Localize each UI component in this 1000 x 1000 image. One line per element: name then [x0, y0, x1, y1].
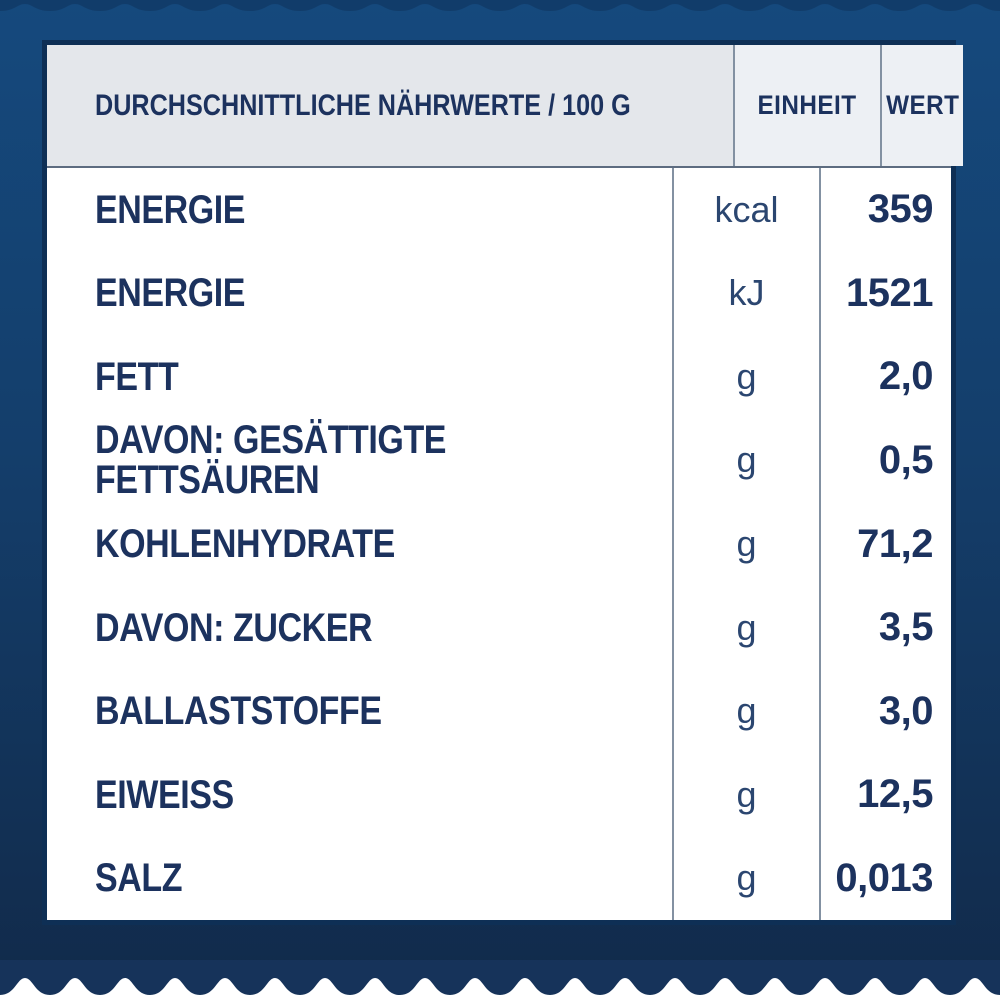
header-unit-label: EINHEIT	[757, 90, 857, 120]
row-label-cell: DAVON: GESÄTTIGTE FETTSÄUREN	[47, 418, 674, 503]
nutrient-label: SALZ	[95, 856, 183, 901]
row-value-cell: 3,0	[821, 669, 951, 753]
row-value-cell: 0,013	[821, 837, 951, 921]
header-value-cell: WERT	[881, 45, 964, 166]
row-label-cell: ENERGIE	[47, 251, 674, 336]
table-row-salz: SALZ g 0,013	[47, 836, 951, 921]
row-unit-cell: g	[674, 335, 821, 419]
row-value-cell: 3,5	[821, 586, 951, 670]
nutrient-unit: g	[736, 606, 757, 648]
nutrient-unit: g	[736, 773, 757, 815]
row-unit-cell: g	[674, 502, 821, 586]
table-row-zucker: DAVON: ZUCKER g 3,5	[47, 585, 951, 670]
row-value-cell: 71,2	[821, 502, 951, 586]
nutrient-unit: g	[736, 857, 757, 899]
bottom-scallop-edge-decoration	[0, 960, 1000, 995]
row-value-cell: 359	[821, 168, 951, 252]
table-row-gesaettigte-fettsaeuren: DAVON: GESÄTTIGTE FETTSÄUREN g 0,5	[47, 418, 951, 503]
nutrient-value: 3,5	[878, 605, 934, 650]
table-row-kohlenhydrate: KOHLENHYDRATE g 71,2	[47, 502, 951, 586]
nutrient-value: 359	[867, 187, 934, 232]
table-header-row: DURCHSCHNITTLICHE NÄHRWERTE / 100 G EINH…	[47, 45, 964, 168]
row-unit-cell: g	[674, 418, 821, 503]
row-value-cell: 12,5	[821, 753, 951, 837]
nutrient-value: 0,013	[835, 855, 933, 900]
table-row-ballaststoffe: BALLASTSTOFFE g 3,0	[47, 669, 951, 753]
header-unit-cell: EINHEIT	[734, 45, 882, 166]
row-value-cell: 1521	[821, 252, 951, 336]
row-unit-cell: kcal	[674, 168, 821, 252]
nutrient-label: FETT	[95, 354, 179, 399]
nutrient-value: 12,5	[857, 772, 933, 817]
row-label-cell: SALZ	[47, 836, 674, 921]
row-unit-cell: g	[674, 752, 821, 837]
nutrient-label: KOHLENHYDRATE	[95, 522, 395, 567]
row-label-cell: KOHLENHYDRATE	[47, 502, 674, 586]
row-label-cell: FETT	[47, 335, 674, 419]
row-label-cell: DAVON: ZUCKER	[47, 585, 674, 670]
nutrient-value: 1521	[846, 270, 933, 315]
row-label-cell: ENERGIE	[47, 168, 674, 252]
nutrient-label: ENERGIE	[95, 271, 246, 316]
table-row-fett: FETT g 2,0	[47, 335, 951, 419]
row-label-cell: EIWEISS	[47, 752, 674, 837]
nutrient-value: 71,2	[857, 521, 933, 566]
table-row-energie-kcal: ENERGIE kcal 359	[47, 168, 951, 252]
nutrient-unit: g	[736, 523, 757, 565]
table-row-eiweiss: EIWEISS g 12,5	[47, 752, 951, 837]
top-scallop-edge-decoration	[0, 0, 1000, 11]
row-unit-cell: g	[674, 669, 821, 753]
nutrient-unit: kcal	[714, 188, 779, 230]
nutrient-unit: kJ	[728, 272, 765, 314]
nutrient-label: EIWEISS	[95, 772, 234, 817]
table-row-energie-kj: ENERGIE kJ 1521	[47, 251, 951, 336]
row-value-cell: 2,0	[821, 335, 951, 419]
row-unit-cell: kJ	[674, 251, 821, 336]
row-unit-cell: g	[674, 836, 821, 921]
row-label-cell: BALLASTSTOFFE	[47, 669, 674, 753]
nutrient-unit: g	[736, 439, 757, 481]
nutrient-label: DAVON: GESÄTTIGTE FETTSÄUREN	[95, 418, 447, 503]
nutrient-unit: g	[736, 690, 757, 732]
row-unit-cell: g	[674, 585, 821, 670]
nutrition-table: DURCHSCHNITTLICHE NÄHRWERTE / 100 G EINH…	[42, 40, 964, 925]
header-nutrients-cell: DURCHSCHNITTLICHE NÄHRWERTE / 100 G	[47, 45, 735, 166]
nutrient-label: DAVON: ZUCKER	[95, 605, 373, 650]
header-value-label: WERT	[885, 90, 960, 120]
table-body: ENERGIE kcal 359 ENERGIE kJ 1521 FETT g …	[47, 168, 951, 921]
header-nutrients-label: DURCHSCHNITTLICHE NÄHRWERTE / 100 G	[95, 88, 631, 122]
nutrient-value: 0,5	[878, 437, 934, 482]
row-value-cell: 0,5	[821, 419, 951, 503]
nutrient-label: ENERGIE	[95, 187, 246, 232]
nutrient-value: 2,0	[878, 354, 934, 399]
nutrient-value: 3,0	[878, 688, 934, 733]
nutrient-label: BALLASTSTOFFE	[95, 689, 382, 734]
nutrient-unit: g	[736, 355, 757, 397]
